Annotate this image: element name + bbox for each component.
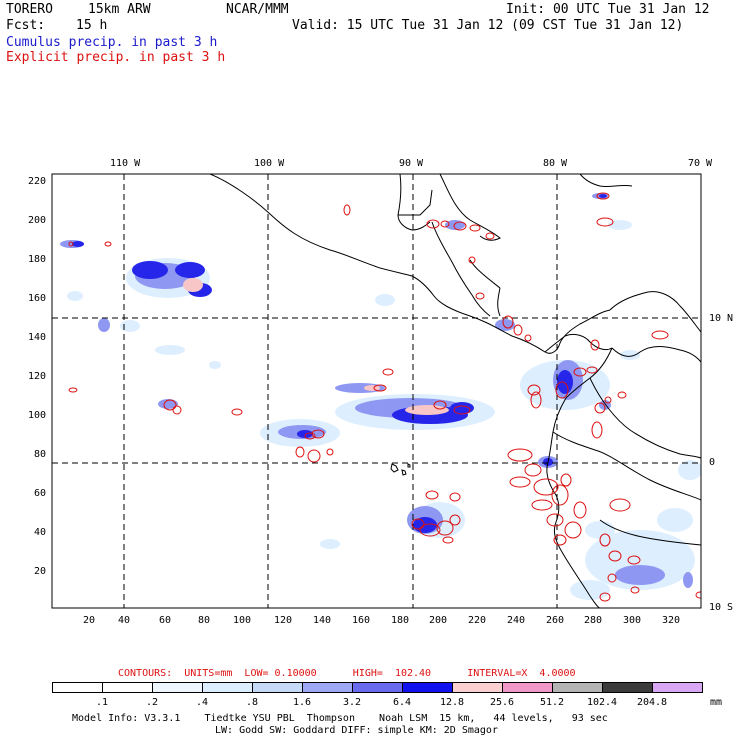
colorbar-label: 204.8 <box>636 697 668 708</box>
x-tick-320: 320 <box>662 615 681 626</box>
colorbar-label: 102.4 <box>586 697 618 708</box>
lon-label-110w: 110 W <box>110 158 141 169</box>
colorbar-label: .4 <box>195 697 209 708</box>
colorbar-swatch <box>102 682 153 693</box>
lat-label-0: 0 <box>709 457 716 468</box>
x-tick-40: 40 <box>118 615 131 626</box>
model-name: TORERO <box>6 2 53 17</box>
lon-label-100w: 100 W <box>254 158 285 169</box>
explicit-precip-contours <box>68 192 701 602</box>
colorbar-units: mm <box>710 697 723 708</box>
colorbar-swatch <box>352 682 403 693</box>
y-tick-80: 80 <box>34 449 47 460</box>
colorbar-label: .8 <box>245 697 259 708</box>
y-tick-160: 160 <box>28 293 47 304</box>
model-resolution: 15km ARW <box>88 2 151 17</box>
lon-label-70w: 70 W <box>688 158 713 169</box>
x-tick-100: 100 <box>233 615 252 626</box>
x-tick-120: 120 <box>274 615 293 626</box>
x-tick-240: 240 <box>507 615 526 626</box>
x-tick-160: 160 <box>352 615 371 626</box>
colorbar-swatch <box>252 682 303 693</box>
colorbar-swatch <box>602 682 653 693</box>
x-tick-140: 140 <box>313 615 332 626</box>
colorbar-label: 25.6 <box>489 697 515 708</box>
x-tick-280: 280 <box>584 615 603 626</box>
explicit-caption: Explicit precip. in past 3 h <box>6 50 226 65</box>
map-frame-border <box>51 173 702 609</box>
y-tick-180: 180 <box>28 254 47 265</box>
x-tick-180: 180 <box>391 615 410 626</box>
y-tick-20: 20 <box>34 566 47 577</box>
model-info-line-2: LW: Godd SW: Goddard DIFF: simple KM: 2D… <box>215 725 498 736</box>
graticule <box>52 174 701 608</box>
x-tick-300: 300 <box>623 615 642 626</box>
colorbar-swatch <box>402 682 453 693</box>
x-tick-80: 80 <box>198 615 211 626</box>
colorbar-swatch <box>302 682 353 693</box>
colorbar-label: 12.8 <box>439 697 465 708</box>
x-tick-60: 60 <box>159 615 172 626</box>
y-tick-220: 220 <box>28 176 47 187</box>
lat-label-10n: 10 N <box>709 313 734 324</box>
lat-label-10s: 10 S <box>709 602 734 613</box>
organization: NCAR/MMM <box>226 2 289 17</box>
colorbar-label: 1.6 <box>292 697 312 708</box>
y-tick-40: 40 <box>34 527 47 538</box>
model-info-line-1: Model Info: V3.3.1 Tiedtke YSU PBL Thomp… <box>72 713 608 724</box>
y-tick-200: 200 <box>28 215 47 226</box>
valid-time: Valid: 15 UTC Tue 31 Jan 12 (09 CST Tue … <box>292 18 684 33</box>
colorbar-label: .2 <box>145 697 159 708</box>
coastlines <box>209 174 701 608</box>
colorbar-swatch <box>552 682 603 693</box>
contour-info: CONTOURS: UNITS=mm LOW= 0.10000 HIGH= 10… <box>118 668 576 679</box>
y-tick-140: 140 <box>28 332 47 343</box>
colorbar-swatch <box>652 682 703 693</box>
intense-precip-layer <box>183 278 449 415</box>
colorbar-label: 6.4 <box>392 697 412 708</box>
forecast-hour: 15 h <box>76 18 108 33</box>
colorbar-swatch <box>202 682 253 693</box>
forecast-label: Fcst: <box>6 18 46 33</box>
lon-label-90w: 90 W <box>399 158 424 169</box>
x-tick-260: 260 <box>546 615 565 626</box>
colorbar-swatch <box>152 682 203 693</box>
x-tick-200: 200 <box>429 615 448 626</box>
init-time: Init: 00 UTC Tue 31 Jan 12 <box>506 2 710 17</box>
y-tick-120: 120 <box>28 371 47 382</box>
cumulus-caption: Cumulus precip. in past 3 h <box>6 35 218 50</box>
colorbar-swatch <box>52 682 103 693</box>
colorbar-label: 3.2 <box>342 697 362 708</box>
y-tick-60: 60 <box>34 488 47 499</box>
colorbar-label: 51.2 <box>539 697 565 708</box>
colorbar-swatch <box>452 682 503 693</box>
colorbar-label: .1 <box>95 697 109 708</box>
y-tick-100: 100 <box>28 410 47 421</box>
x-tick-220: 220 <box>468 615 487 626</box>
x-tick-20: 20 <box>83 615 96 626</box>
colorbar-swatch <box>502 682 553 693</box>
lon-label-80w: 80 W <box>543 158 568 169</box>
